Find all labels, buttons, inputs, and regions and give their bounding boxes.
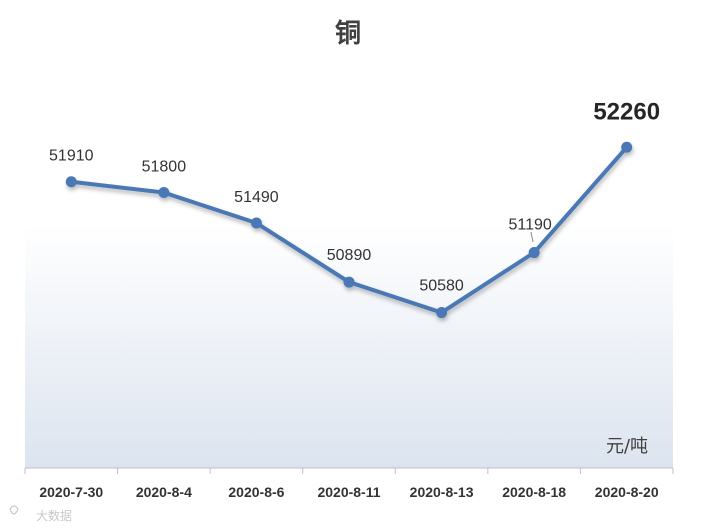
data-label: 50890 bbox=[327, 247, 372, 264]
x-tick-label: 2020-7-30 bbox=[39, 484, 103, 500]
data-point bbox=[621, 141, 633, 153]
data-labels: 51910 51800 51490 50890 50580 51190 52260 bbox=[49, 98, 660, 294]
data-point bbox=[250, 217, 262, 229]
data-point bbox=[158, 187, 170, 199]
data-point bbox=[343, 276, 355, 288]
x-tick-label: 2020-8-18 bbox=[502, 484, 566, 500]
x-axis-ticks bbox=[24, 468, 674, 474]
data-label: 51190 bbox=[508, 217, 551, 234]
x-tick-label: 2020-8-13 bbox=[410, 484, 474, 500]
x-axis-labels: 2020-7-30 2020-8-4 2020-8-6 2020-8-11 2020-8… bbox=[39, 484, 658, 500]
watermark-text: 大数据 bbox=[36, 508, 72, 523]
data-label: 50580 bbox=[419, 278, 464, 295]
x-tick-label: 2020-8-6 bbox=[228, 484, 284, 500]
data-point bbox=[528, 247, 540, 259]
data-points bbox=[65, 141, 633, 319]
unit-label: 元/吨 bbox=[606, 436, 648, 457]
watermark-logo-icon bbox=[9, 505, 19, 515]
x-tick-label: 2020-8-20 bbox=[595, 484, 659, 500]
x-tick-label: 2020-8-4 bbox=[136, 484, 192, 500]
plot-area-background bbox=[25, 225, 673, 468]
series-line-group bbox=[65, 141, 633, 319]
data-label: 51910 bbox=[49, 148, 94, 165]
label-leader-line bbox=[530, 231, 534, 243]
data-label: 51490 bbox=[234, 189, 279, 206]
data-point bbox=[65, 176, 77, 188]
data-label: 51800 bbox=[142, 159, 187, 176]
watermark: 大数据 bbox=[9, 505, 72, 523]
data-point bbox=[436, 307, 448, 319]
x-tick-label: 2020-8-11 bbox=[317, 484, 380, 500]
chart-title: 铜 bbox=[335, 19, 361, 49]
data-label-latest: 52260 bbox=[593, 98, 660, 125]
